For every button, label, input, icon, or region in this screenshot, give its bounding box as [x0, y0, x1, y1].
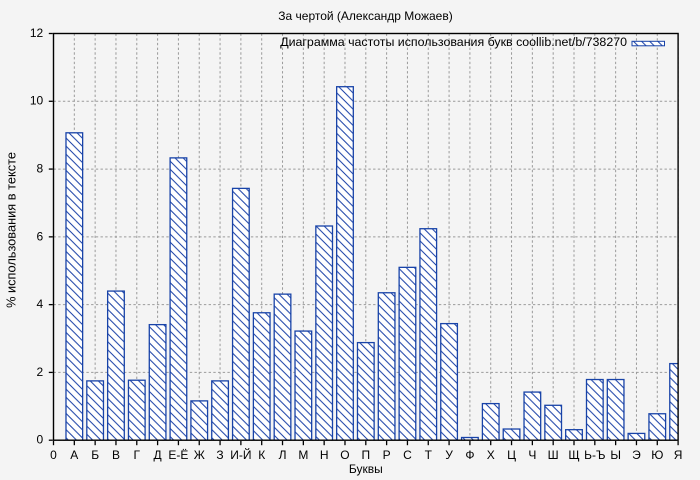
svg-text:Ы: Ы	[610, 448, 621, 462]
svg-text:С: С	[403, 448, 412, 462]
svg-text:6: 6	[37, 229, 44, 243]
svg-text:За чертой (Александр Можаев): За чертой (Александр Можаев)	[278, 9, 452, 23]
svg-text:Ж: Ж	[194, 448, 205, 462]
svg-text:8: 8	[37, 161, 44, 175]
svg-text:У: У	[445, 448, 453, 462]
svg-text:0: 0	[37, 433, 44, 447]
svg-text:Ь-Ъ: Ь-Ъ	[584, 448, 605, 462]
svg-text:А: А	[70, 448, 78, 462]
svg-text:Е-Ё: Е-Ё	[168, 448, 188, 462]
svg-text:И-Й: И-Й	[230, 447, 251, 462]
svg-text:12: 12	[30, 26, 44, 40]
svg-text:Л: Л	[279, 448, 287, 462]
svg-text:2: 2	[37, 365, 44, 379]
svg-text:Б: Б	[91, 448, 99, 462]
svg-text:Ц: Ц	[507, 448, 516, 462]
svg-text:Я: Я	[674, 448, 683, 462]
svg-text:0: 0	[50, 448, 57, 462]
svg-text:В: В	[112, 448, 120, 462]
svg-text:Х: Х	[487, 448, 495, 462]
svg-text:Ч: Ч	[528, 448, 536, 462]
svg-text:Д: Д	[154, 448, 162, 462]
svg-text:Ш: Ш	[548, 448, 559, 462]
svg-text:4: 4	[37, 297, 44, 311]
svg-text:Н: Н	[320, 448, 329, 462]
svg-text:Ф: Ф	[465, 448, 474, 462]
svg-text:10: 10	[30, 94, 44, 108]
svg-text:Буквы: Буквы	[349, 462, 383, 476]
svg-text:Ю: Ю	[651, 448, 663, 462]
svg-text:К: К	[258, 448, 265, 462]
svg-text:М: М	[298, 448, 308, 462]
svg-text:О: О	[340, 448, 349, 462]
svg-text:Р: Р	[383, 448, 391, 462]
svg-text:Диаграмма частоты использовани: Диаграмма частоты использования букв coo…	[280, 35, 627, 49]
svg-text:Г: Г	[134, 448, 141, 462]
svg-text:Щ: Щ	[568, 448, 579, 462]
svg-text:Э: Э	[632, 448, 641, 462]
svg-text:Т: Т	[425, 448, 433, 462]
svg-text:З: З	[216, 448, 223, 462]
svg-text:% использования в тексте: % использования в тексте	[4, 152, 19, 308]
svg-text:П: П	[361, 448, 370, 462]
